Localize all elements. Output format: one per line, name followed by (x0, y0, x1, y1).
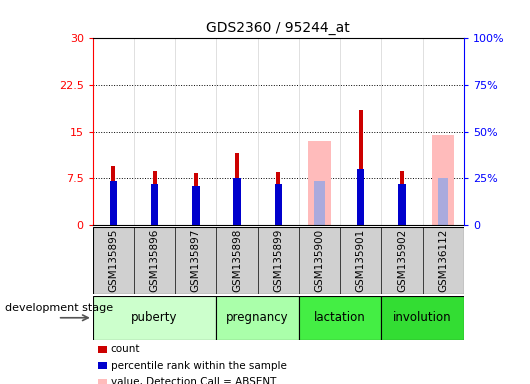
Bar (398, 184, 405, 225)
Bar (111, 166, 116, 225)
Bar (235, 153, 239, 225)
Title: GDS2360 / 95244_at: GDS2360 / 95244_at (206, 21, 350, 35)
Bar (194, 173, 198, 225)
Text: GSM135899: GSM135899 (273, 228, 283, 292)
Bar (151, 184, 158, 225)
Bar (216, 296, 299, 340)
Text: involution: involution (393, 311, 452, 324)
Text: GSM135901: GSM135901 (356, 228, 366, 292)
Bar (153, 170, 157, 225)
Text: GSM135895: GSM135895 (108, 228, 118, 292)
Text: percentile rank within the sample: percentile rank within the sample (111, 361, 287, 371)
Bar (381, 296, 464, 340)
Text: puberty: puberty (131, 311, 178, 324)
Text: GSM135896: GSM135896 (149, 228, 160, 292)
Bar (438, 178, 448, 225)
Bar (233, 178, 241, 225)
Bar (314, 181, 324, 225)
Bar (359, 110, 363, 225)
Text: GSM136112: GSM136112 (438, 228, 448, 292)
Text: GSM135898: GSM135898 (232, 228, 242, 292)
Text: count: count (111, 344, 140, 354)
Text: GSM135897: GSM135897 (191, 228, 201, 292)
Bar (93, 296, 216, 340)
Bar (308, 141, 331, 225)
Bar (276, 172, 280, 225)
Text: lactation: lactation (314, 311, 366, 324)
Bar (432, 135, 455, 225)
Text: development stage: development stage (5, 303, 113, 313)
Text: GSM135902: GSM135902 (397, 228, 407, 292)
Bar (275, 184, 282, 225)
Bar (357, 169, 365, 225)
Bar (110, 181, 117, 225)
Text: pregnancy: pregnancy (226, 311, 289, 324)
Bar (192, 185, 199, 225)
Bar (400, 170, 404, 225)
Bar (299, 296, 381, 340)
Text: value, Detection Call = ABSENT: value, Detection Call = ABSENT (111, 377, 276, 384)
Text: GSM135900: GSM135900 (314, 228, 324, 292)
